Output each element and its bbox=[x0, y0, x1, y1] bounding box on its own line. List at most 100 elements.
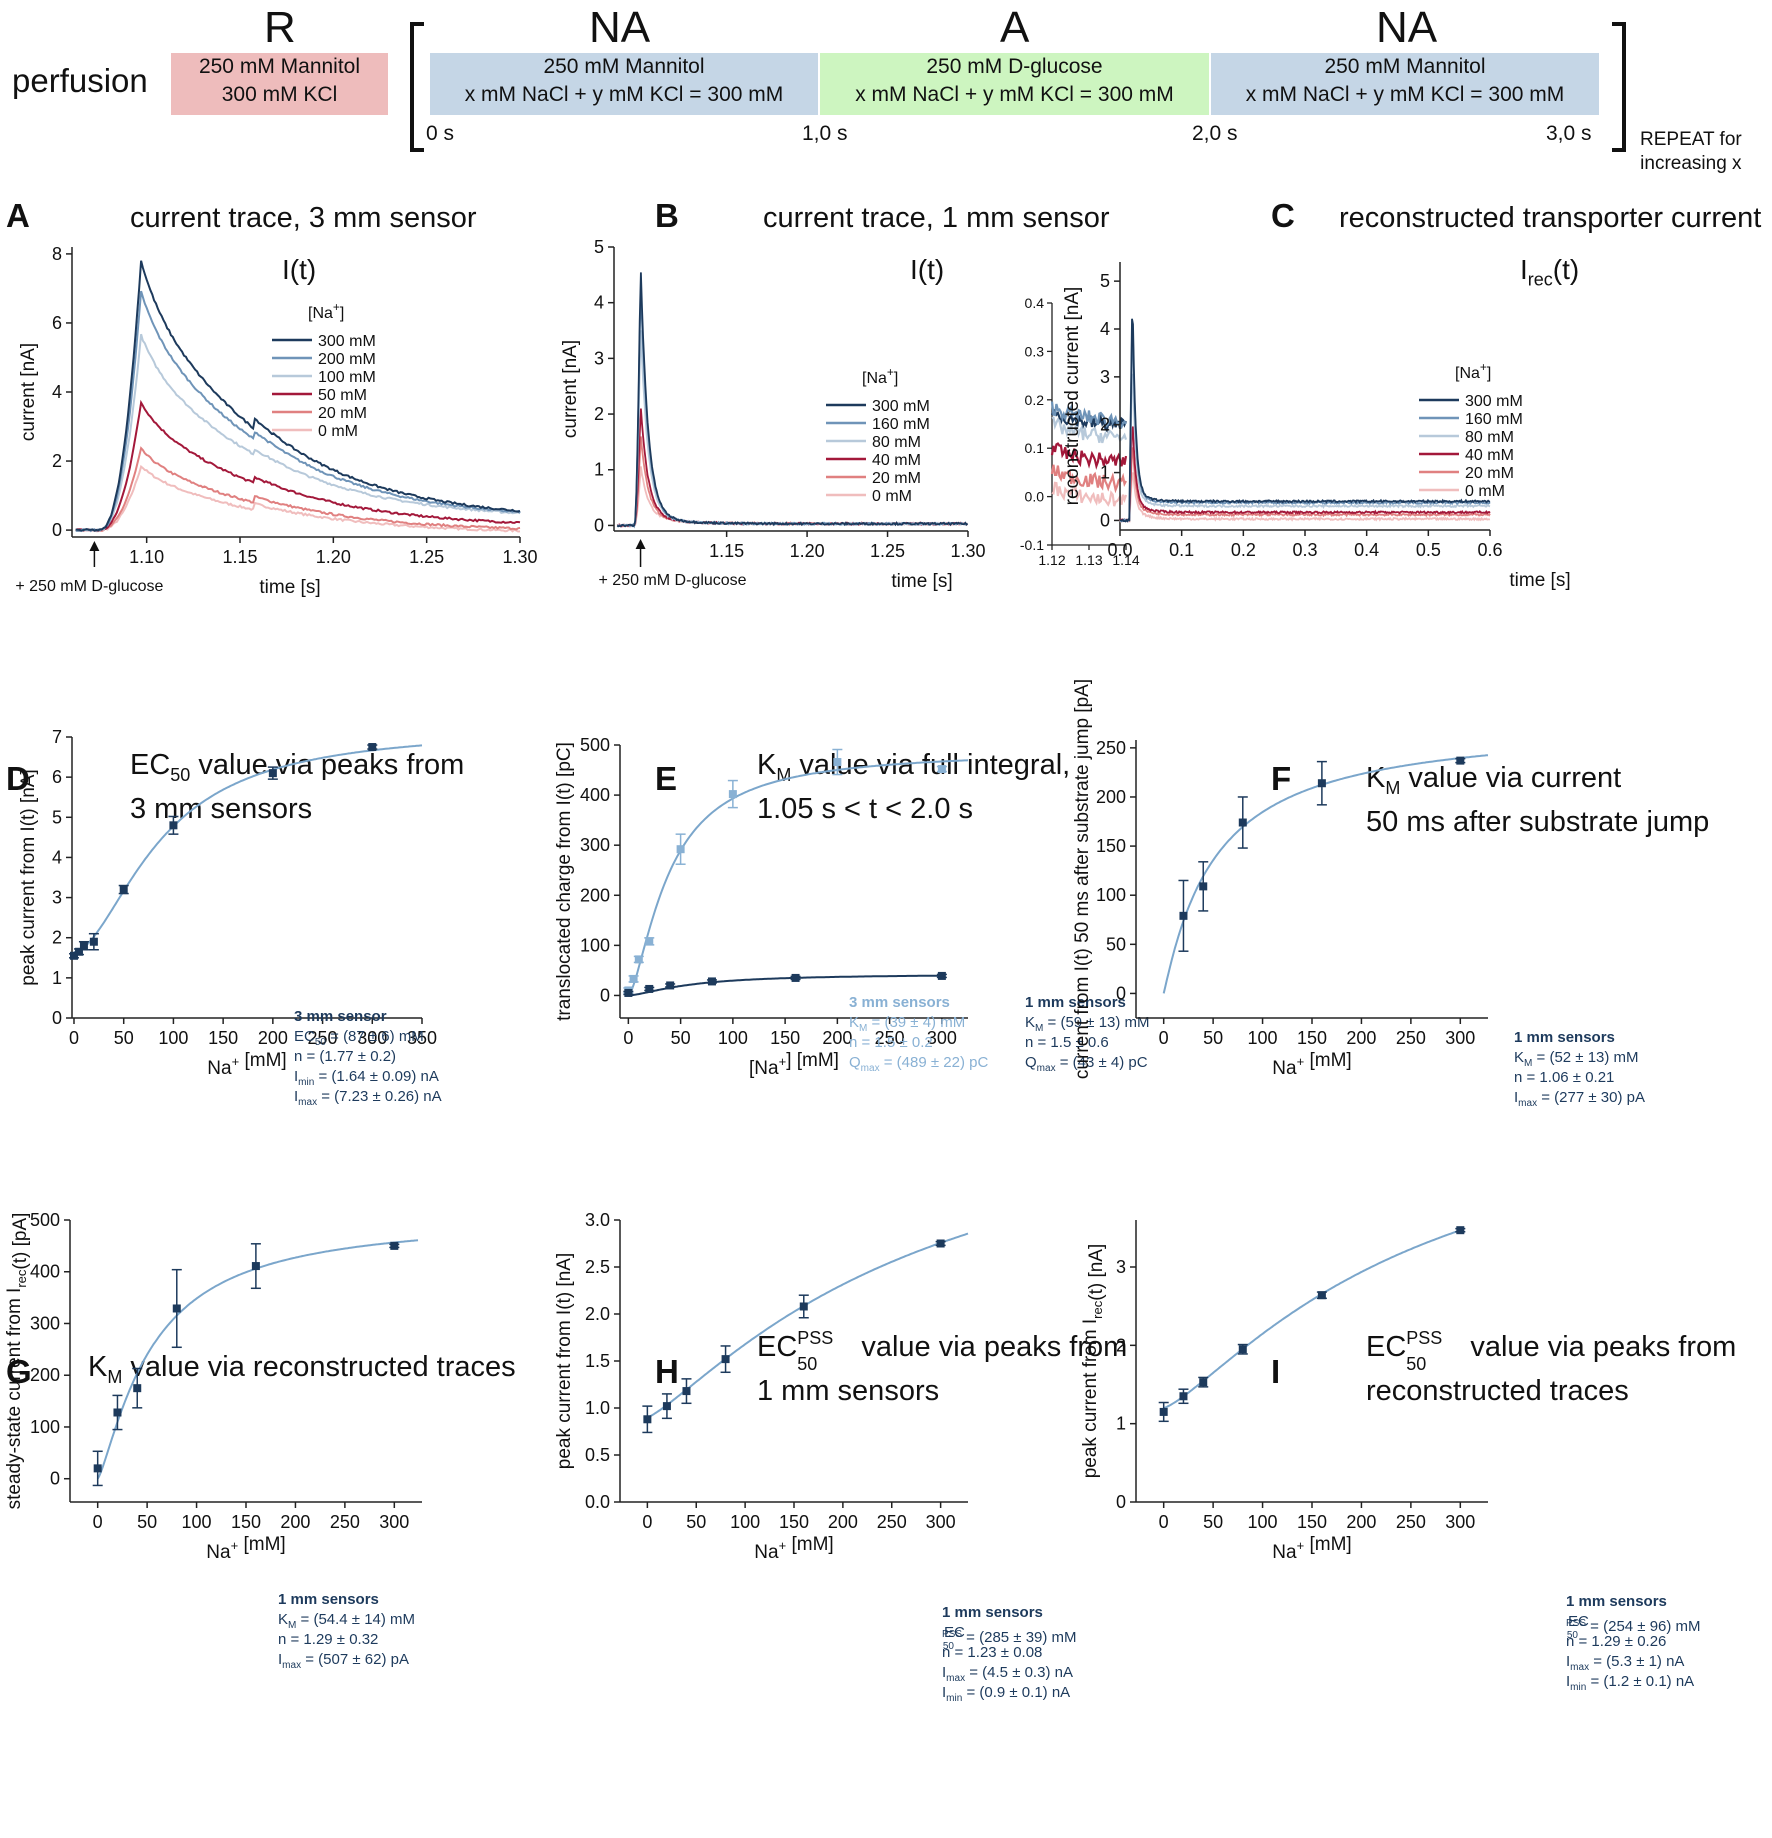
fit-param-line: n = (1.77 ± 0.2) bbox=[294, 1048, 396, 1065]
panel-g-t1-sub: M bbox=[107, 1366, 123, 1387]
param-tail: = (507 ± 62) pA bbox=[301, 1651, 409, 1668]
y-tick-label: 100 bbox=[580, 935, 610, 955]
param-main: I bbox=[278, 1651, 282, 1668]
legend-title-part: ] bbox=[894, 370, 898, 387]
param-main: n = 1.5 ± 0.2 bbox=[849, 1034, 933, 1051]
label-part: Na bbox=[1272, 1542, 1297, 1563]
phase-code-na-2: NA bbox=[1376, 3, 1438, 52]
x-tick-label: 0 bbox=[69, 1028, 79, 1048]
panel-e-title-line1: KM value via full integral, bbox=[757, 743, 1070, 797]
inset-x-tick-label: 1.13 bbox=[1075, 552, 1102, 568]
param-sup: PSS bbox=[942, 1629, 962, 1640]
phase-na2-line2: x mM NaCl + y mM KCl = 300 mM bbox=[1245, 83, 1565, 106]
fit-param-line: KM = (54.4 ± 14) mM bbox=[278, 1611, 415, 1631]
param-sub: 50 bbox=[943, 1641, 955, 1652]
label-part: current [nA] bbox=[18, 343, 39, 441]
fit-param-line: EC50 = (87 ± 6) mM bbox=[294, 1028, 424, 1048]
panel-i-t1-tail: value via peaks from bbox=[1462, 1331, 1737, 1363]
panel-b-subtitle: I(t) bbox=[910, 254, 945, 285]
x-tick-label: 50 bbox=[671, 1028, 691, 1048]
x-tick-label: 50 bbox=[137, 1512, 157, 1532]
label-part: peak current from I(t) [nA] bbox=[554, 1253, 575, 1469]
x-axis-label: time [s] bbox=[891, 571, 952, 592]
param-sub: max bbox=[282, 1660, 301, 1671]
fit-params: 1 mm sensors EC 50PSS = (254 ± 96) mMn = 1… bbox=[1566, 1593, 1701, 1693]
y-tick-label: 1.0 bbox=[585, 1398, 610, 1418]
data-point bbox=[937, 765, 946, 774]
repeat-line2: increasing x bbox=[1640, 153, 1742, 174]
legend-title-part: [Na bbox=[862, 370, 887, 387]
axes-g: 0 50 100 150 200 250 300 0 100 200 300 400 500 Na+ [m… bbox=[4, 1210, 422, 1563]
inset-trace bbox=[1050, 401, 1127, 429]
fit-curve bbox=[1162, 754, 1489, 994]
fit-param-line: Imax = (4.5 ± 0.3) nA bbox=[942, 1664, 1073, 1684]
x-tick-label: 50 bbox=[686, 1512, 706, 1532]
phase-code-a: A bbox=[1000, 3, 1030, 52]
phase-box-na-1: 250 mM Mannitol x mM NaCl + y mM KCl = 3… bbox=[430, 53, 818, 115]
panel-h-subsup: PSS 50 bbox=[797, 1328, 853, 1374]
y-tick-label: 0.0 bbox=[585, 1492, 610, 1512]
panel-letter-h: H bbox=[655, 1353, 679, 1390]
fit-param-line: Qmax = (489 ± 22) pC bbox=[849, 1054, 988, 1074]
panel-letter-d: D bbox=[6, 760, 30, 797]
param-tail: = (39 ± 4) mM bbox=[867, 1014, 965, 1031]
x-tick-label: 0.0 bbox=[1107, 540, 1132, 560]
y-tick-label: 0.5 bbox=[585, 1445, 610, 1465]
panel-letter-i: I bbox=[1271, 1353, 1281, 1390]
fit-param-line: KM = (39 ± 4) mM bbox=[849, 1014, 965, 1034]
param-tail: = (52 ± 13) mM bbox=[1532, 1049, 1638, 1066]
panel-i-t1a: EC bbox=[1366, 1331, 1407, 1363]
param-sub: max bbox=[1518, 1098, 1537, 1109]
param-tail: = (1.2 ± 0.1) nA bbox=[1586, 1673, 1694, 1690]
trace-line bbox=[75, 333, 521, 532]
data-point bbox=[1456, 756, 1465, 765]
data-point bbox=[643, 1415, 652, 1424]
param-sub: M bbox=[1524, 1058, 1532, 1069]
data-point bbox=[1456, 1226, 1465, 1235]
data-point bbox=[1317, 1291, 1326, 1300]
panel-g-title-line1: KM value via reconstructed traces bbox=[88, 1345, 516, 1399]
phase-r-line1: 250 mM Mannitol bbox=[198, 55, 361, 78]
y-tick-label: 50 bbox=[1106, 934, 1126, 954]
legend-label: 300 mM bbox=[872, 398, 930, 415]
x-tick-label: 1.15 bbox=[222, 547, 257, 567]
y-tick-label: 300 bbox=[580, 835, 610, 855]
x-tick-label: 200 bbox=[258, 1028, 288, 1048]
panel-letter-c: C bbox=[1271, 197, 1295, 234]
data-point bbox=[89, 937, 98, 946]
y-tick-label: 1 bbox=[594, 460, 604, 480]
x-tick-label: 100 bbox=[718, 1028, 748, 1048]
inset-y-tick-label: 0.2 bbox=[1025, 392, 1045, 408]
x-axis-label: Na+ [mM] bbox=[754, 1534, 833, 1563]
phase-box-r: 250 mM Mannitol 300 mM KCl bbox=[171, 53, 388, 115]
fit-params-header: 1 mm sensors bbox=[278, 1591, 379, 1608]
data-point bbox=[707, 977, 716, 986]
label-part: I bbox=[4, 1288, 25, 1293]
panel-a-title: current trace, 3 mm sensor bbox=[130, 202, 477, 234]
y-tick-label: 100 bbox=[30, 1417, 60, 1437]
panel-i-title-line2: reconstructed traces bbox=[1366, 1375, 1629, 1407]
trace-line bbox=[616, 272, 969, 528]
panel-letter-a: A bbox=[6, 197, 30, 234]
panel-h-title-line2: 1 mm sensors bbox=[757, 1375, 940, 1407]
trace-line bbox=[1119, 472, 1491, 524]
label-part: [mM] bbox=[238, 1534, 286, 1555]
y-tick-label: 7 bbox=[52, 727, 62, 747]
fit-param-line: n = 1.06 ± 0.21 bbox=[1514, 1069, 1614, 1086]
y-tick-label: 300 bbox=[30, 1313, 60, 1333]
x-tick-label: 1.15 bbox=[709, 541, 744, 561]
x-tick-label: 0.4 bbox=[1354, 540, 1379, 560]
glucose-annotation: + 250 mM D-glucose bbox=[15, 578, 163, 595]
data-point bbox=[937, 971, 946, 980]
legend-label: 300 mM bbox=[1465, 393, 1523, 410]
x-tick-label: 250 bbox=[877, 1512, 907, 1532]
y-tick-label: 2.0 bbox=[585, 1304, 610, 1324]
legend-title-part: ] bbox=[340, 305, 344, 322]
label-part: time [s] bbox=[259, 577, 320, 598]
label-part: [mM] bbox=[1304, 1050, 1352, 1071]
y-axis-label: current from I(t) 50 ms after substrate … bbox=[1072, 679, 1093, 1079]
axes-a: 1.10 1.15 1.20 1.25 1.30 0 2 4 6 8 time [s] current… bbox=[18, 244, 538, 598]
